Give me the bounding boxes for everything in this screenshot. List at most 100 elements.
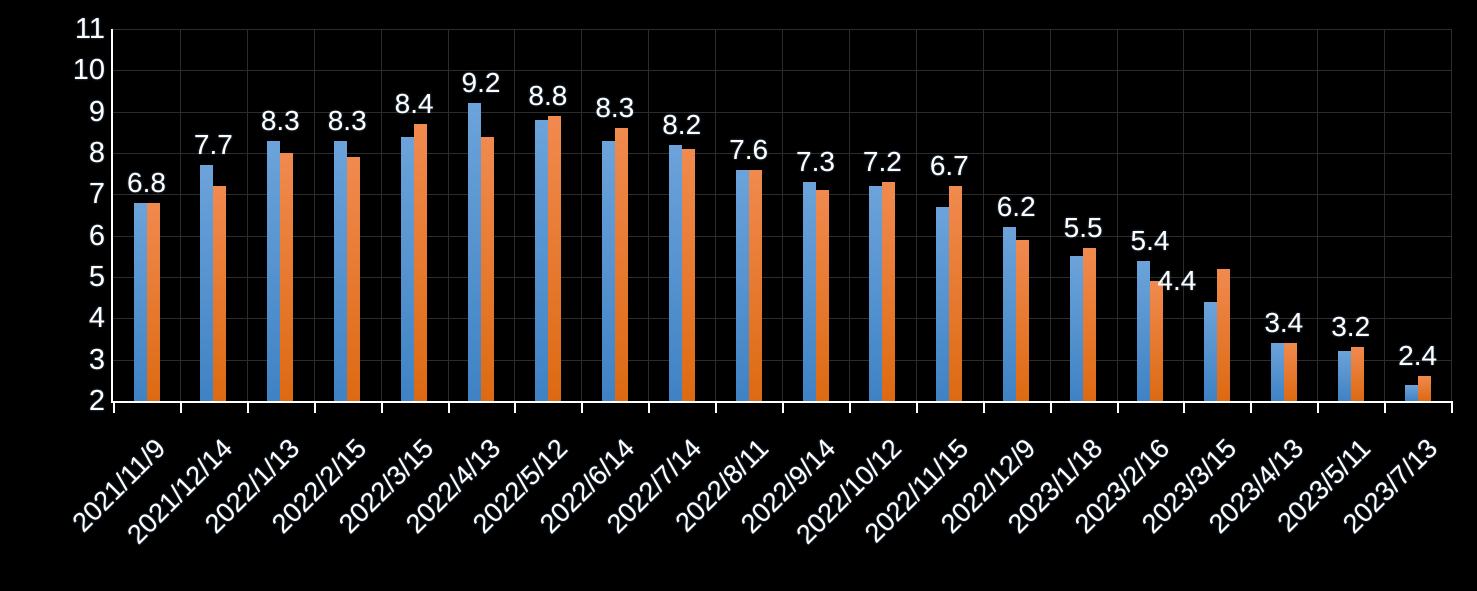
y-axis-line: [111, 29, 113, 403]
bar-blue: [133, 202, 147, 401]
x-axis-tick: [113, 401, 115, 413]
bar-orange: [414, 124, 428, 401]
bar-orange: [681, 148, 695, 401]
x-axis-tick: [1384, 401, 1387, 413]
data-label: 7.3: [796, 146, 835, 177]
bar-blue: [668, 144, 682, 401]
bar-blue: [936, 206, 950, 401]
bar-orange: [882, 181, 896, 401]
data-label: 4.4: [1157, 264, 1197, 296]
bar-blue: [334, 140, 348, 401]
bar-orange: [280, 153, 294, 401]
y-axis-label: 8: [88, 137, 105, 169]
gridline-v: [514, 29, 516, 401]
y-axis-label: 7: [88, 178, 105, 211]
x-axis-tick: [514, 401, 517, 413]
gridline-v: [1317, 29, 1319, 401]
y-axis-label: 11: [74, 13, 105, 45]
bar-orange: [1216, 268, 1230, 401]
x-axis-tick: [915, 401, 918, 413]
x-axis-tick: [782, 401, 784, 413]
x-axis-tick: [1049, 401, 1052, 413]
bar-orange: [547, 115, 561, 401]
bar-orange: [614, 128, 628, 401]
gridline-v: [1049, 29, 1051, 401]
gridline-v: [782, 29, 783, 401]
x-axis-tick: [715, 401, 718, 413]
bar-orange: [1016, 239, 1030, 401]
plot-area: 6.8 7.7 8.3 8.3 8.4 9.2 8.8 8.3 8.2 7.6 7.3 7.2 6.7 6…: [111, 29, 1452, 403]
gridline-v: [915, 29, 917, 401]
x-axis-tick: [1183, 401, 1186, 413]
gridline-v: [982, 29, 984, 401]
bar-blue: [534, 119, 548, 401]
bar-blue: [200, 165, 214, 401]
bar-orange: [748, 169, 762, 401]
gridline-v: [848, 29, 850, 401]
data-label: 3.4: [1264, 307, 1304, 339]
bar-blue: [601, 140, 615, 401]
data-label: 7.7: [193, 129, 233, 161]
x-axis-tick: [246, 401, 249, 413]
gridline-v: [313, 29, 315, 401]
x-axis-tick: [313, 401, 316, 413]
bar-orange: [1350, 347, 1364, 401]
y-axis-label: 9: [88, 95, 105, 128]
data-label: 8.3: [595, 92, 635, 124]
data-label: 8.2: [662, 108, 702, 140]
bar-orange: [1083, 248, 1097, 401]
x-axis-tick: [380, 401, 383, 413]
data-label: 2.4: [1398, 340, 1438, 372]
y-axis-label: 6: [88, 219, 105, 252]
bar-orange: [1150, 281, 1163, 401]
x-axis-tick: [1250, 401, 1253, 413]
y-axis-label: 10: [72, 54, 105, 87]
bar-blue: [1070, 256, 1084, 401]
data-label: 8.3: [260, 104, 300, 136]
bar-blue: [869, 186, 883, 401]
data-label: 6.2: [996, 191, 1036, 223]
gridline-v: [715, 29, 717, 401]
y-axis-label: 3: [88, 343, 105, 376]
gridline-v: [1384, 29, 1386, 401]
data-label: 7.6: [729, 133, 769, 165]
gridline-v: [246, 29, 248, 401]
x-axis-tick: [179, 401, 182, 413]
data-label: 8.3: [327, 104, 367, 136]
data-label: 9.2: [461, 67, 501, 99]
bar-orange: [146, 202, 160, 401]
bar-blue: [1404, 384, 1418, 401]
bar-orange: [347, 157, 361, 401]
data-label: 6.8: [127, 166, 166, 198]
x-axis-tick: [648, 401, 651, 413]
y-axis-label: 5: [88, 261, 105, 293]
x-axis-tick: [1116, 401, 1119, 413]
bar-orange: [1417, 376, 1431, 401]
bar-blue: [1137, 260, 1150, 401]
gridline-v: [1451, 29, 1452, 401]
bar-blue: [468, 103, 481, 401]
x-axis-tick: [1317, 401, 1320, 413]
data-label: 5.4: [1130, 224, 1170, 256]
bar-blue: [802, 181, 816, 401]
y-axis-label: 2: [88, 385, 105, 417]
bar-orange: [815, 190, 829, 401]
bar-blue: [735, 169, 749, 401]
data-label: 6.7: [929, 150, 969, 182]
gridline-v: [648, 29, 650, 401]
bar-orange: [481, 136, 494, 401]
gridline-v: [1116, 29, 1118, 401]
gridline-v: [179, 29, 181, 401]
data-label: 8.4: [394, 88, 434, 120]
data-label: 8.8: [528, 79, 568, 111]
bar-blue: [267, 140, 281, 401]
x-axis-line: [111, 401, 1451, 403]
gridline-v: [380, 29, 382, 401]
bar-orange: [949, 186, 963, 401]
bar-blue: [1337, 351, 1351, 401]
gridline-v: [447, 29, 449, 401]
bar-blue: [401, 136, 415, 401]
bar-orange: [1283, 343, 1297, 401]
y-axis: 2 3 4 5 6 7 8 9 10 11: [0, 0, 105, 591]
